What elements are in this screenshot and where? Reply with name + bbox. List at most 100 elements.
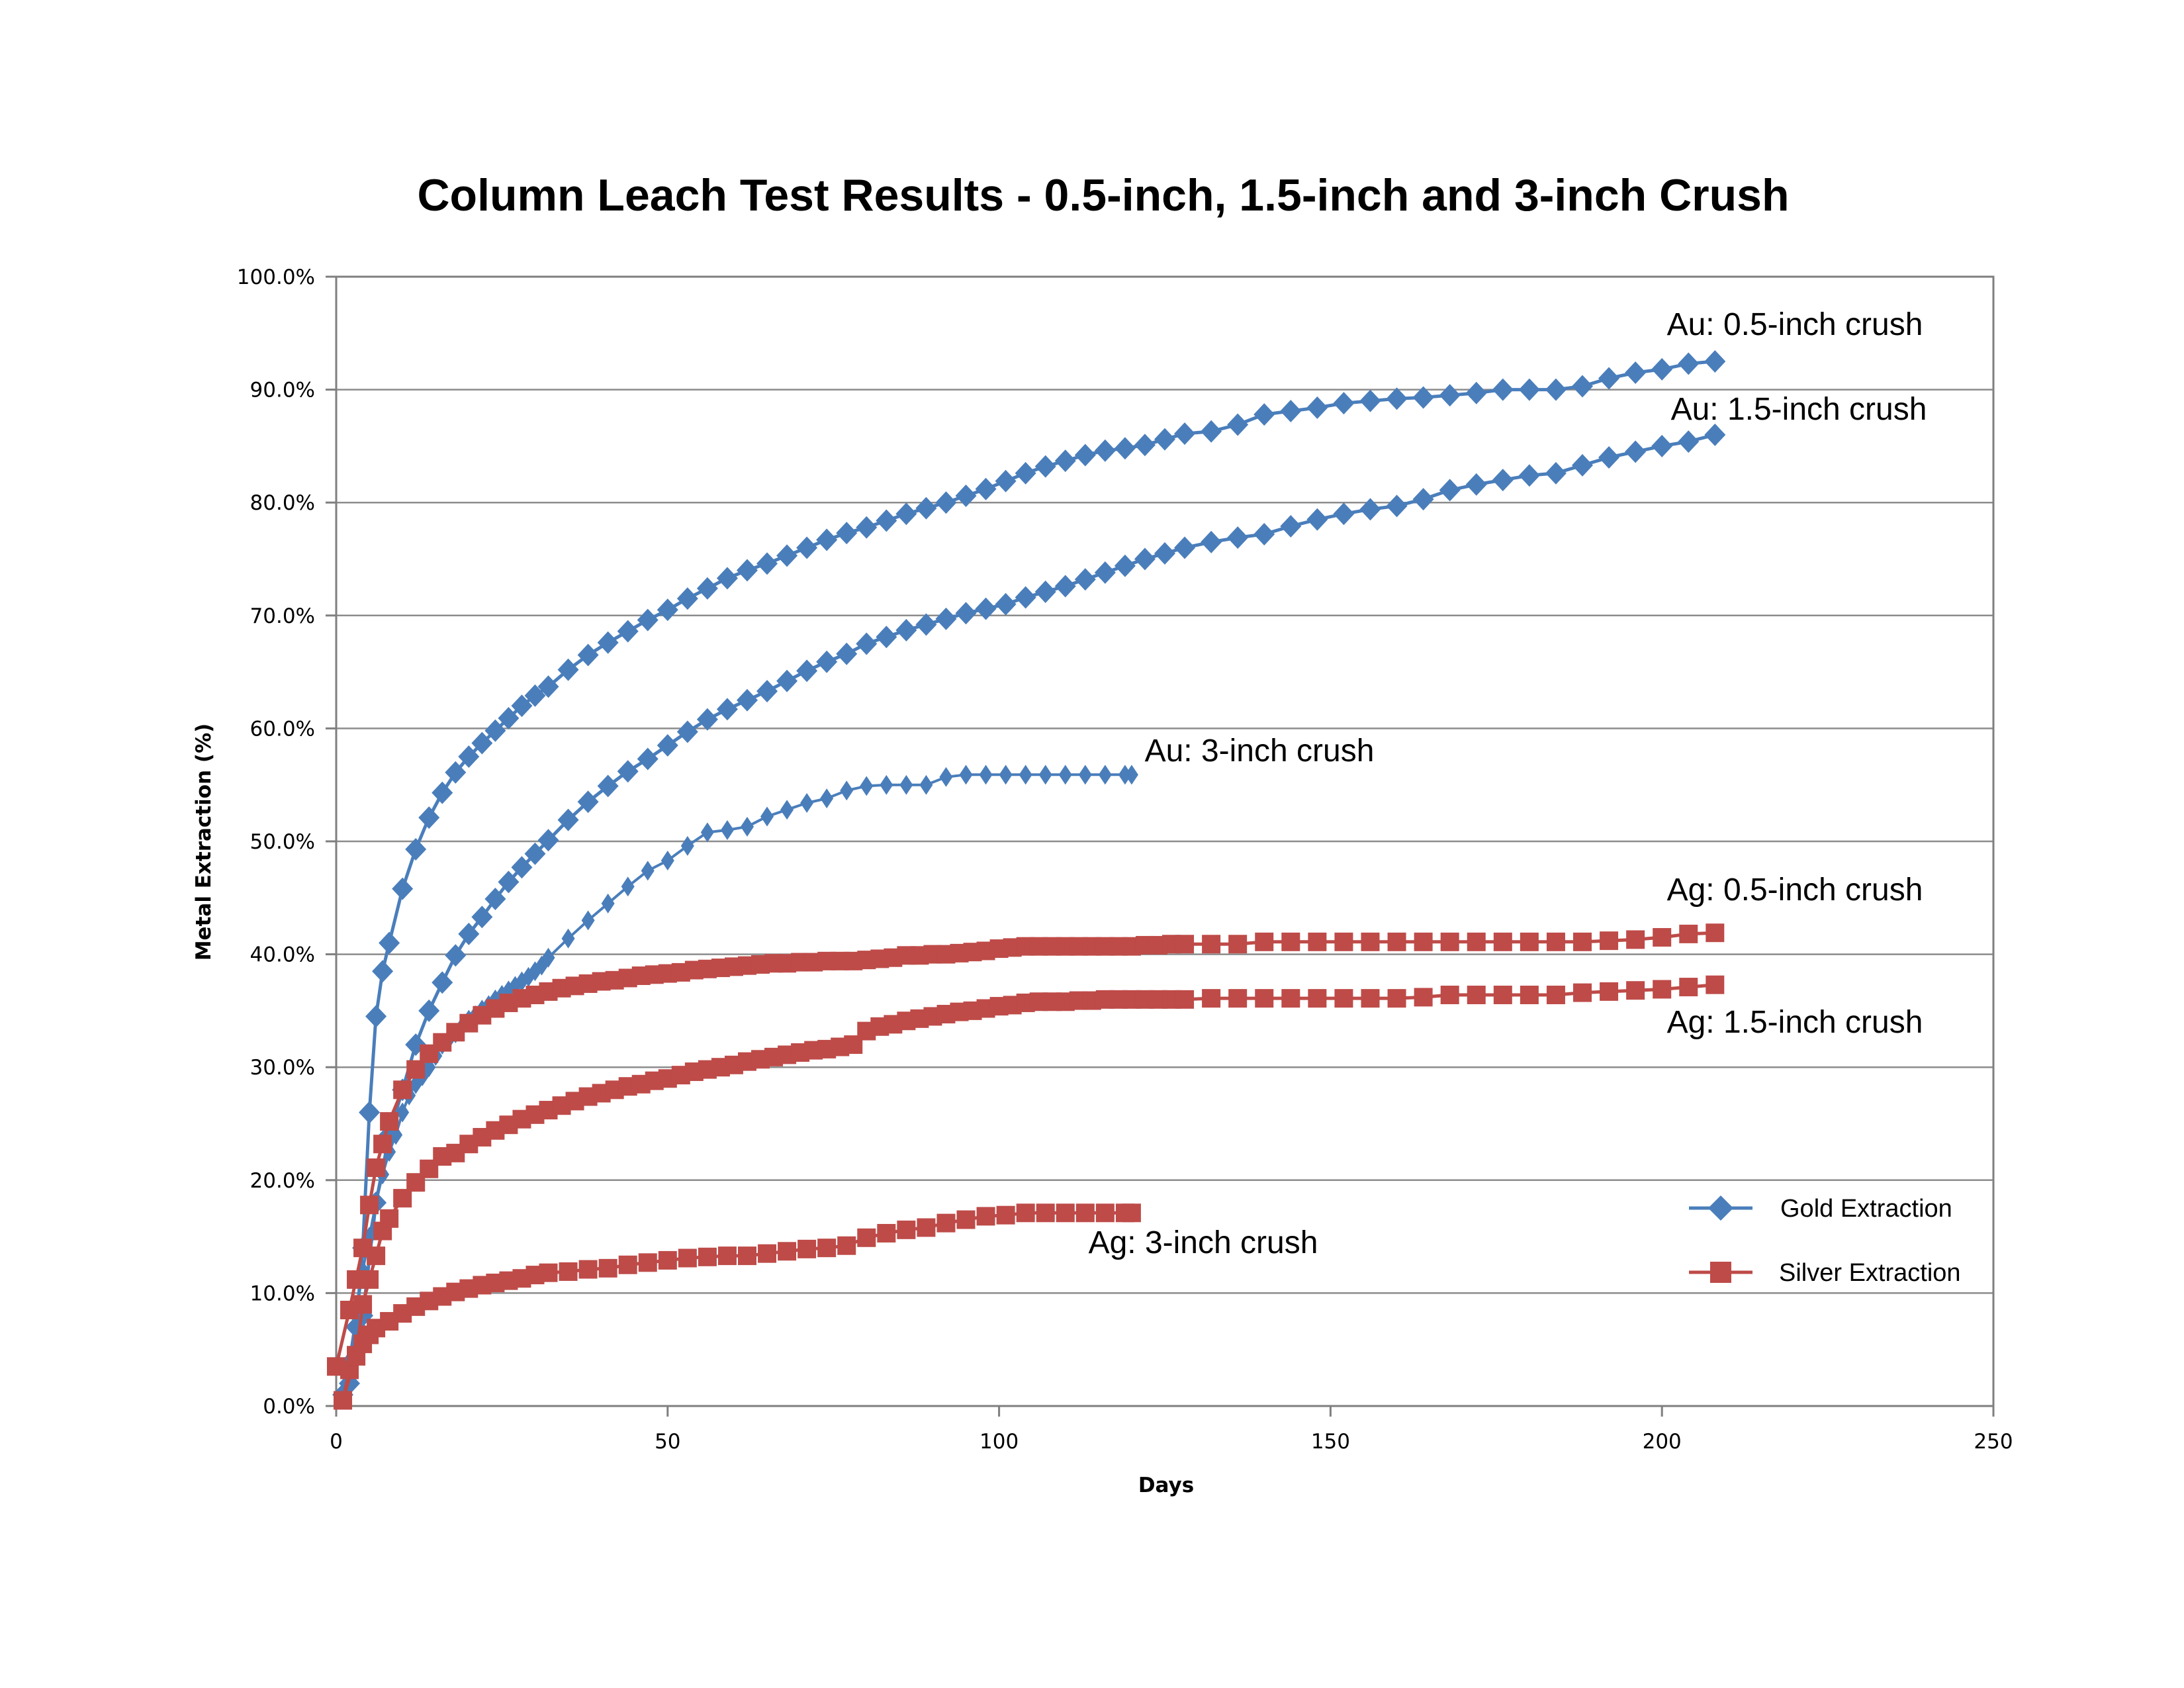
data-point-square: [1361, 989, 1380, 1008]
data-point-diamond: [1094, 561, 1116, 584]
data-point-diamond: [1253, 403, 1275, 426]
data-point-square: [936, 1213, 956, 1233]
data-point-square: [1056, 1203, 1075, 1223]
x-tick-label: 250: [1974, 1430, 2013, 1454]
data-point-square: [1653, 980, 1672, 999]
chart-title: Column Leach Test Results - 0.5-inch, 1.…: [417, 170, 1789, 220]
data-point-square: [1095, 1203, 1115, 1223]
data-point-square: [393, 1189, 412, 1208]
annotation-au-15: Au: 1.5-inch crush: [1671, 392, 1927, 427]
data-point-square: [857, 1228, 876, 1247]
data-point-diamond: [895, 618, 917, 641]
data-point-diamond: [365, 1005, 387, 1028]
data-point-diamond: [524, 684, 546, 707]
data-point-square: [1626, 981, 1645, 1000]
data-point-square: [578, 1260, 598, 1279]
data-point-diamond: [995, 592, 1017, 616]
series-silver-3: [327, 923, 1725, 1376]
data-point-diamond: [1227, 526, 1249, 549]
data-point-diamond: [1678, 352, 1700, 375]
data-point-diamond: [975, 597, 997, 620]
data-point-square: [380, 1112, 399, 1131]
data-point-diamond: [1074, 568, 1096, 591]
data-point-square: [1308, 989, 1327, 1008]
data-point-square: [1626, 930, 1645, 949]
data-point-diamond: [1518, 464, 1540, 487]
data-point-square: [1467, 932, 1486, 951]
legend-item-silver: Silver Extraction: [1689, 1259, 1961, 1287]
data-point-diamond: [637, 747, 659, 771]
data-point-square: [1546, 932, 1565, 951]
data-point-diamond: [1201, 530, 1222, 553]
data-point-diamond: [1704, 423, 1726, 446]
data-point-diamond: [1333, 502, 1355, 526]
data-point-diamond: [637, 608, 659, 632]
data-point-square: [353, 1295, 373, 1314]
data-point-square: [1281, 932, 1300, 951]
data-point-diamond: [979, 765, 993, 785]
data-point-diamond: [716, 567, 738, 590]
data-point-square: [1573, 983, 1592, 1002]
data-point-diamond: [1545, 461, 1567, 485]
legend-label-gold: Gold Extraction: [1780, 1195, 1952, 1223]
data-point-diamond: [915, 613, 937, 636]
data-point-diamond: [1651, 357, 1673, 381]
data-point-square: [367, 1246, 386, 1266]
data-point-diamond: [657, 598, 678, 622]
x-tick-label: 150: [1311, 1430, 1350, 1454]
data-point-diamond: [379, 931, 400, 955]
annotation-ag-05: Ag: 0.5-inch crush: [1667, 872, 1923, 908]
data-point-diamond: [1598, 367, 1620, 390]
data-point-diamond: [511, 856, 533, 879]
data-point-diamond: [621, 876, 635, 897]
data-point-square: [1255, 989, 1274, 1008]
data-point-diamond: [617, 760, 639, 783]
data-point-diamond: [1465, 381, 1487, 404]
data-point-diamond: [876, 626, 897, 649]
data-point-diamond: [1134, 434, 1156, 457]
data-point-diamond: [432, 971, 453, 994]
data-point-square: [539, 1263, 558, 1282]
gridlines: [336, 389, 1993, 1294]
data-point-diamond: [816, 650, 838, 673]
data-point-square: [658, 1250, 677, 1270]
data-point-diamond: [1034, 580, 1056, 603]
data-point-square: [1440, 932, 1459, 951]
data-point-diamond: [1094, 439, 1116, 462]
annotation-au-3: Au: 3-inch crush: [1145, 733, 1375, 769]
data-point-square: [1334, 989, 1353, 1008]
data-point-diamond: [498, 870, 520, 894]
data-point-diamond: [1439, 479, 1461, 502]
data-point-diamond: [1598, 445, 1620, 469]
legend-marker-diamond: [1708, 1196, 1733, 1221]
data-point-diamond: [372, 960, 394, 983]
data-point-square: [1573, 932, 1592, 951]
annotation-au-05: Au: 0.5-inch crush: [1667, 307, 1923, 342]
data-point-diamond: [1227, 413, 1249, 436]
data-point-square: [717, 1246, 737, 1266]
data-point-diamond: [1078, 765, 1092, 785]
data-point-square: [1414, 988, 1433, 1007]
data-point-diamond: [676, 587, 698, 610]
x-tick-label: 200: [1643, 1430, 1682, 1454]
data-point-diamond: [720, 820, 734, 840]
data-point-diamond: [392, 877, 414, 900]
y-tick-label: 20.0%: [250, 1169, 315, 1193]
annotations: Au: 0.5-inch crush Au: 1.5-inch crush Au…: [1089, 307, 1927, 1260]
data-point-diamond: [776, 544, 798, 567]
data-point-diamond: [836, 642, 858, 665]
data-point-square: [1467, 986, 1486, 1005]
data-point-diamond: [856, 516, 878, 539]
data-point-diamond: [1058, 765, 1072, 785]
annotation-ag-15: Ag: 1.5-inch crush: [1667, 1005, 1923, 1040]
data-point-diamond: [1280, 515, 1302, 538]
data-point-square: [1075, 1203, 1095, 1223]
series-gold-0: [332, 350, 1726, 1406]
data-point-square: [367, 1158, 386, 1178]
data-point-square: [817, 1239, 837, 1258]
y-tick-label: 30.0%: [250, 1056, 315, 1080]
data-point-square: [837, 1236, 856, 1255]
data-point-diamond: [860, 776, 874, 796]
data-point-diamond: [1572, 375, 1594, 398]
